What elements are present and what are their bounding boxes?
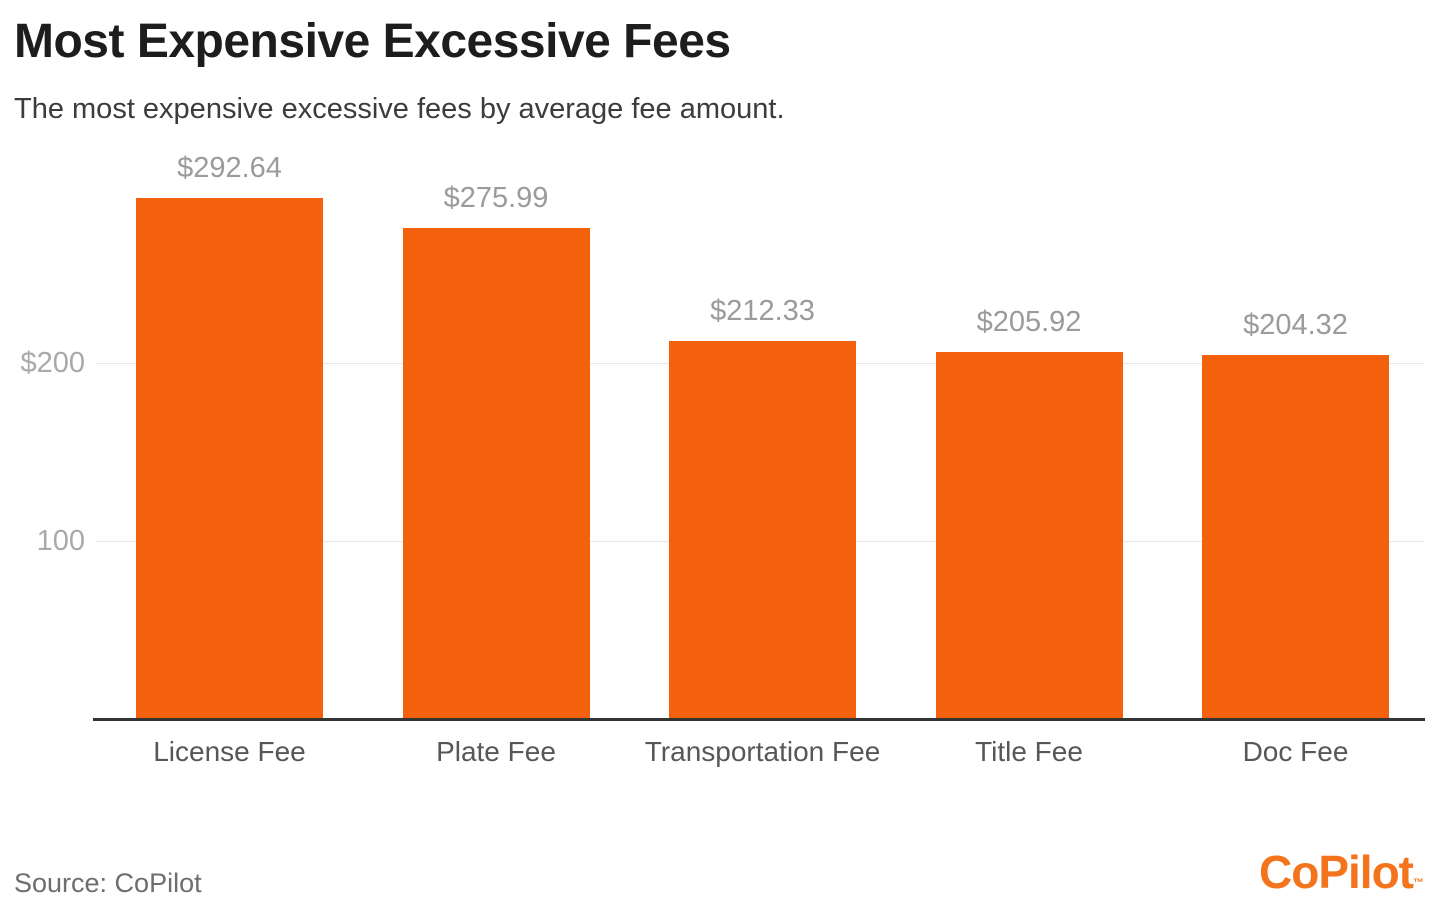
trademark-symbol: ™ xyxy=(1413,877,1424,889)
x-axis-category-label: License Fee xyxy=(153,736,306,767)
x-axis-category-label: Title Fee xyxy=(975,736,1083,767)
y-axis-tick-label: $200 xyxy=(20,347,85,379)
bar-value-label: $212.33 xyxy=(710,295,815,328)
bar-value-label: $292.64 xyxy=(177,152,282,185)
x-axis-category-label: Doc Fee xyxy=(1242,736,1349,767)
bar xyxy=(136,198,323,719)
x-axis-line xyxy=(93,718,1425,721)
copilot-logo: CoPilot™ xyxy=(1259,845,1424,899)
bar xyxy=(669,341,856,719)
x-axis-category-label: Plate Fee xyxy=(436,736,556,767)
bar xyxy=(402,227,590,719)
copilot-logo-text: CoPilot xyxy=(1259,846,1414,898)
chart-subtitle: The most expensive excessive fees by ave… xyxy=(14,93,785,125)
chart-title: Most Expensive Excessive Fees xyxy=(14,15,731,68)
source-credit: Source: CoPilot xyxy=(14,868,202,898)
bar-value-label: $204.32 xyxy=(1243,309,1348,342)
bar-value-label: $275.99 xyxy=(443,181,549,214)
bar-value-label: $205.92 xyxy=(976,306,1082,339)
bar xyxy=(1202,355,1389,719)
y-axis-tick-label: 100 xyxy=(36,525,85,557)
bar xyxy=(935,352,1123,719)
x-axis-category-label: Transportation Fee xyxy=(644,736,881,767)
